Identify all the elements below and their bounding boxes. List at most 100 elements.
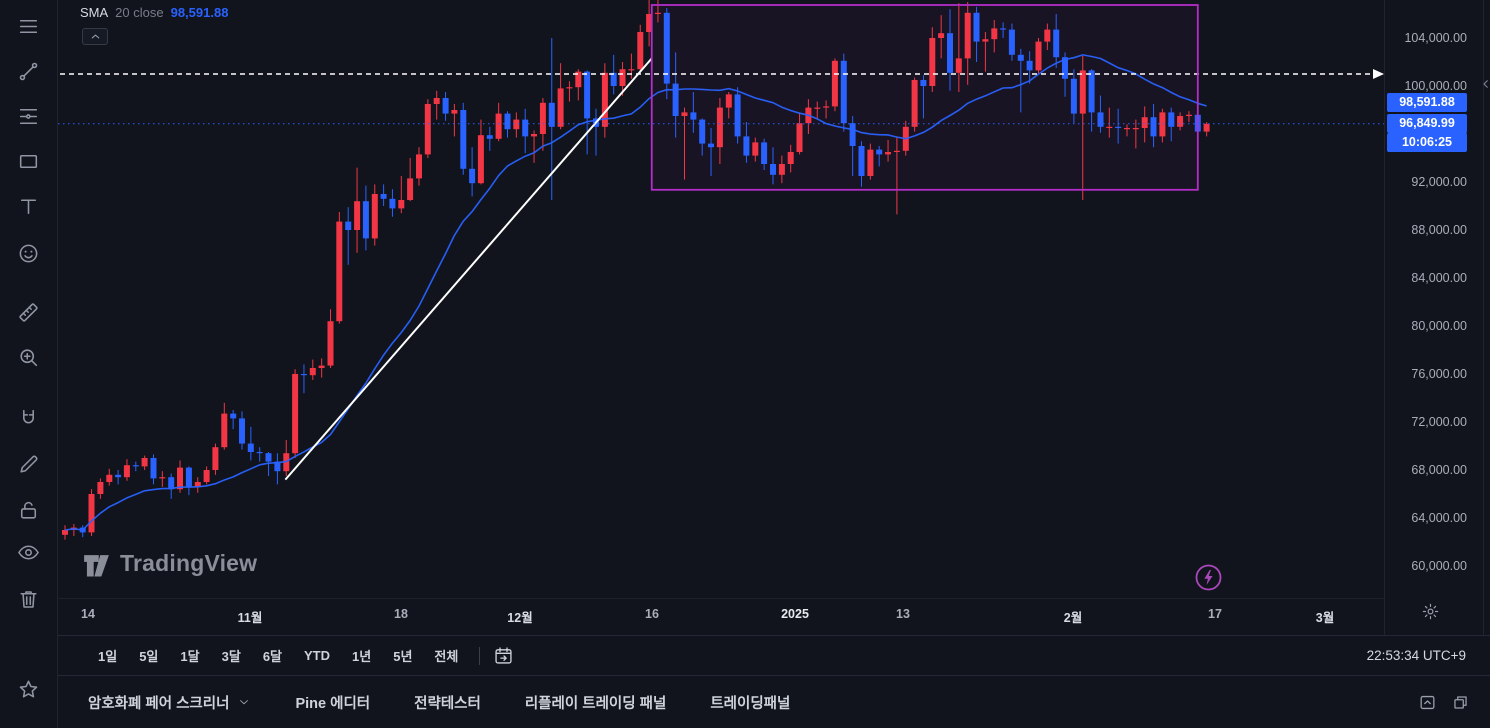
- tool-measure[interactable]: [10, 294, 48, 330]
- range-button-전체[interactable]: 전체: [434, 649, 459, 664]
- tool-trend-line[interactable]: [10, 53, 48, 89]
- price-tick: 104,000.00: [1404, 31, 1467, 45]
- magnet-icon: [16, 406, 41, 431]
- time-tick: 13: [896, 607, 910, 621]
- tab-label: 트레이딩패널: [710, 695, 791, 712]
- menu-icon: [16, 14, 41, 39]
- zoom-in-icon: [16, 345, 41, 370]
- range-button-1달[interactable]: 1달: [180, 649, 200, 664]
- bottom-tab-4[interactable]: 리플레이 트레이딩 패널: [525, 692, 666, 713]
- price-tick: 76,000.00: [1411, 367, 1467, 381]
- lock-open-icon: [16, 498, 41, 523]
- range-button-5년[interactable]: 5년: [393, 649, 413, 664]
- time-tick: 3월: [1315, 611, 1335, 625]
- main-column: SMA 20 close 98,591.88 TradingView 14 11월…: [58, 0, 1490, 728]
- indicator-legend[interactable]: SMA 20 close 98,591.88: [80, 5, 228, 20]
- tab-label: 암호화폐 페어 스크리너: [88, 695, 230, 712]
- price-tick: 64,000.00: [1411, 511, 1467, 525]
- tool-shapes[interactable]: [10, 143, 48, 179]
- tool-cursor-menu[interactable]: [10, 8, 48, 44]
- tool-text[interactable]: [10, 188, 48, 224]
- fib-retracement-icon: [16, 104, 41, 129]
- legend-collapse-button[interactable]: [82, 28, 108, 45]
- price-tick: 72,000.00: [1411, 415, 1467, 429]
- ruler-icon: [16, 300, 41, 325]
- range-buttons: 1일 5일 1달 3달 6달 YTD 1년 5년 전체: [88, 642, 468, 669]
- bottom-tab-5[interactable]: 트레이딩패널: [710, 692, 790, 713]
- tabs-container: 암호화폐 페어 스크리너 Pine 에디터 전략테스터 리플레이 트레이딩 패널 트레이…: [88, 692, 790, 713]
- range-button-YTD[interactable]: YTD: [304, 648, 331, 663]
- trash-icon: [16, 587, 41, 612]
- chevron-up-icon: [90, 31, 101, 42]
- chevron-left-icon: [1480, 78, 1490, 90]
- chart-row: SMA 20 close 98,591.88 TradingView 14 11월…: [58, 0, 1490, 635]
- last-price-label[interactable]: 96,849.99: [1387, 114, 1467, 134]
- bottom-tab-2[interactable]: Pine 에디터: [295, 692, 370, 713]
- candlestick-chart[interactable]: [58, 0, 1384, 598]
- price-axis[interactable]: 104,000.00100,000.0096,000.0092,000.0088…: [1384, 0, 1483, 635]
- tab-label: 리플레이 트레이딩 패널: [524, 695, 667, 712]
- price-tick: 84,000.00: [1411, 271, 1467, 285]
- indicator-value: 98,591.88: [170, 5, 229, 20]
- tool-remove-drawings[interactable]: [10, 581, 48, 617]
- text-tool-icon: [16, 194, 41, 219]
- drawing-toolbar: [0, 0, 58, 728]
- panel-corner-controls: [1418, 693, 1470, 712]
- time-axis[interactable]: 14 11월 18 12월 16 2025 13 2월 17 3월: [58, 598, 1384, 635]
- chevron-down-icon: [237, 695, 251, 709]
- chart-area[interactable]: SMA 20 close 98,591.88 TradingView 14 11월…: [58, 0, 1384, 635]
- time-tick: 2025: [781, 607, 809, 621]
- sma-value-label[interactable]: 98,591.88: [1387, 93, 1467, 113]
- eye-icon: [16, 540, 41, 565]
- time-tick: 17: [1208, 607, 1222, 621]
- trend-line-icon: [16, 59, 41, 84]
- maximize-panel-icon[interactable]: [1418, 693, 1437, 712]
- range-button-6달[interactable]: 6달: [262, 649, 283, 664]
- star-icon: [16, 677, 41, 702]
- range-button-1년[interactable]: 1년: [352, 649, 372, 664]
- time-tick: 16: [645, 607, 659, 621]
- time-tick: 11월: [237, 611, 263, 625]
- price-tick: 60,000.00: [1411, 559, 1467, 573]
- bar-countdown-label[interactable]: 10:06:25: [1387, 133, 1467, 153]
- bottom-panel-tabs: 암호화폐 페어 스크리너 Pine 에디터 전략테스터 리플레이 트레이딩 패널 트레이…: [58, 675, 1490, 728]
- go-to-date-button[interactable]: [493, 645, 514, 666]
- indicator-name: SMA: [80, 5, 109, 20]
- pencil-icon: [16, 452, 41, 477]
- range-button-1일[interactable]: 1일: [98, 649, 118, 664]
- rectangle-shape-icon: [16, 149, 41, 174]
- time-tick: 14: [81, 607, 95, 621]
- emoji-icon: [16, 241, 41, 266]
- tab-label: 전략테스터: [414, 695, 481, 712]
- tool-edit[interactable]: [10, 446, 48, 482]
- right-panel-handle[interactable]: [1483, 0, 1490, 635]
- go-to-date-icon: [493, 645, 514, 666]
- price-tick: 68,000.00: [1411, 463, 1467, 477]
- tool-emoji[interactable]: [10, 235, 48, 271]
- tool-fib-retracement[interactable]: [10, 98, 48, 134]
- bottom-tab-3[interactable]: 전략테스터: [414, 692, 481, 713]
- range-button-5일[interactable]: 5일: [139, 649, 159, 664]
- price-tick: 80,000.00: [1411, 319, 1467, 333]
- price-tick: 92,000.00: [1411, 175, 1467, 189]
- indicator-params: 20 close: [115, 5, 164, 20]
- toolbar-divider: [479, 646, 481, 665]
- flash-icon[interactable]: [1193, 562, 1224, 593]
- tab-label: Pine 에디터: [295, 695, 371, 712]
- clock-timezone[interactable]: 22:53:34 UTC+9: [1366, 648, 1466, 663]
- price-tick: 100,000.00: [1404, 79, 1467, 93]
- tool-hide-drawings[interactable]: [10, 534, 48, 570]
- axis-settings-gear-icon[interactable]: [1421, 602, 1440, 621]
- tool-zoom-in[interactable]: [10, 339, 48, 375]
- tool-lock[interactable]: [10, 492, 48, 528]
- tool-magnet[interactable]: [10, 400, 48, 436]
- restore-panel-icon[interactable]: [1451, 693, 1470, 712]
- bottom-tab-1[interactable]: 암호화폐 페어 스크리너: [88, 692, 251, 713]
- time-tick: 2월: [1063, 611, 1083, 625]
- range-toolbar: 1일 5일 1달 3달 6달 YTD 1년 5년 전체 22:53:34 UTC+9: [58, 635, 1490, 675]
- range-button-3달[interactable]: 3달: [221, 649, 241, 664]
- time-tick: 12월: [507, 611, 533, 625]
- time-tick: 18: [394, 607, 408, 621]
- tool-favorites[interactable]: [10, 671, 48, 707]
